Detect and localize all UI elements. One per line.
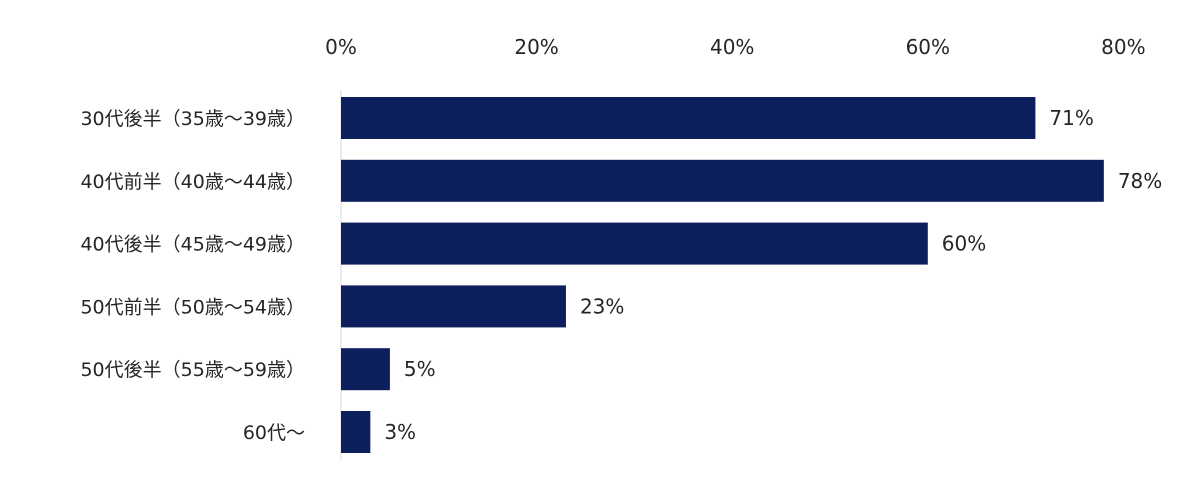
x-tick-label: 40% xyxy=(710,35,754,59)
x-axis-ticks: 0% 20% 40% 60% 80% xyxy=(325,35,1145,59)
data-label: 71% xyxy=(1049,106,1093,130)
data-label: 3% xyxy=(384,420,416,444)
bar xyxy=(341,159,1104,202)
category-label: 60代～ xyxy=(243,422,305,444)
data-label: 78% xyxy=(1118,169,1162,193)
data-label: 5% xyxy=(404,357,436,381)
bar xyxy=(341,411,371,453)
bar xyxy=(341,348,390,391)
x-tick-label: 0% xyxy=(325,35,357,59)
x-tick-label: 20% xyxy=(514,35,558,59)
data-labels: 71% 78% 60% 23% 5% 3% xyxy=(384,106,1162,444)
data-label: 60% xyxy=(942,232,986,256)
data-label: 23% xyxy=(580,294,624,318)
bars xyxy=(341,97,1104,453)
x-tick-label: 60% xyxy=(906,35,950,59)
bar xyxy=(341,97,1036,139)
category-labels: 30代後半（35歳～39歳） 40代前半（40歳～44歳） 40代後半（45歳～49… xyxy=(80,108,305,444)
category-label: 40代後半（45歳～49歳） xyxy=(80,234,305,256)
category-label: 40代前半（40歳～44歳） xyxy=(80,171,305,193)
category-label: 30代後半（35歳～39歳） xyxy=(80,108,305,130)
x-tick-label: 80% xyxy=(1101,35,1145,59)
category-label: 50代前半（50歳～54歳） xyxy=(80,296,305,318)
bar xyxy=(341,285,566,328)
bar xyxy=(341,222,928,265)
category-label: 50代後半（55歳～59歳） xyxy=(80,359,305,381)
